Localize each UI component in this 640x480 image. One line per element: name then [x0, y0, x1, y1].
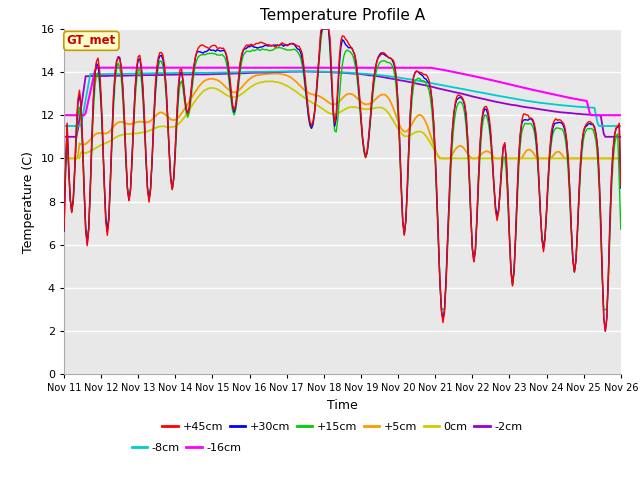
X-axis label: Time: Time: [327, 399, 358, 412]
Text: GT_met: GT_met: [67, 35, 116, 48]
Y-axis label: Temperature (C): Temperature (C): [22, 151, 35, 252]
Legend: -8cm, -16cm: -8cm, -16cm: [127, 438, 246, 457]
Title: Temperature Profile A: Temperature Profile A: [260, 9, 425, 24]
